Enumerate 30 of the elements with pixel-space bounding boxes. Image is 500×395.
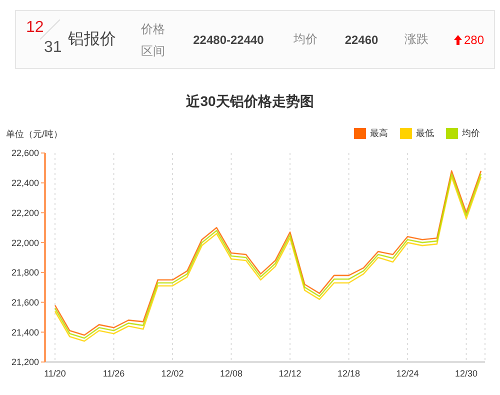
text: 均价 (294, 31, 318, 48)
x-tick-label: 12/30 (455, 368, 478, 378)
y-axis-title: 单位（元/吨） (6, 128, 63, 141)
y-tick-label: 21,400 (11, 327, 39, 338)
text: 22480-22440 (193, 32, 264, 46)
text: 31 (44, 39, 62, 57)
text: 价格区间 (140, 20, 166, 60)
text: 280 (462, 32, 484, 46)
legend-label: 最低 (415, 127, 434, 140)
chart-title: 近30天铝价格走势图 (185, 93, 315, 111)
y-tick-label: 21,600 (11, 297, 39, 308)
x-tick-label: 12/18 (338, 368, 360, 378)
y-tick-label: 22,000 (11, 238, 39, 248)
x-tick-label: 12/08 (220, 368, 243, 378)
y-tick-label: 22,400 (11, 178, 39, 188)
text: 12 (26, 19, 44, 37)
x-tick-label: 11/20 (44, 368, 66, 378)
y-tick-label: 22,200 (11, 208, 39, 218)
text: 22460 (344, 32, 378, 46)
x-tick-label: 12/24 (396, 368, 419, 378)
text: 铝报价 (68, 30, 116, 50)
y-tick-label: 22,600 (11, 148, 39, 158)
x-tick-label: 12/02 (161, 368, 184, 378)
legend-label: 均价 (461, 127, 480, 140)
y-tick-label: 21,800 (11, 268, 39, 278)
text: 涨跌 (404, 31, 428, 48)
legend-label: 最高 (369, 127, 388, 140)
x-tick-label: 11/26 (102, 368, 125, 378)
x-tick-label: 12/12 (278, 368, 302, 378)
y-tick-label: 21,200 (11, 357, 39, 368)
